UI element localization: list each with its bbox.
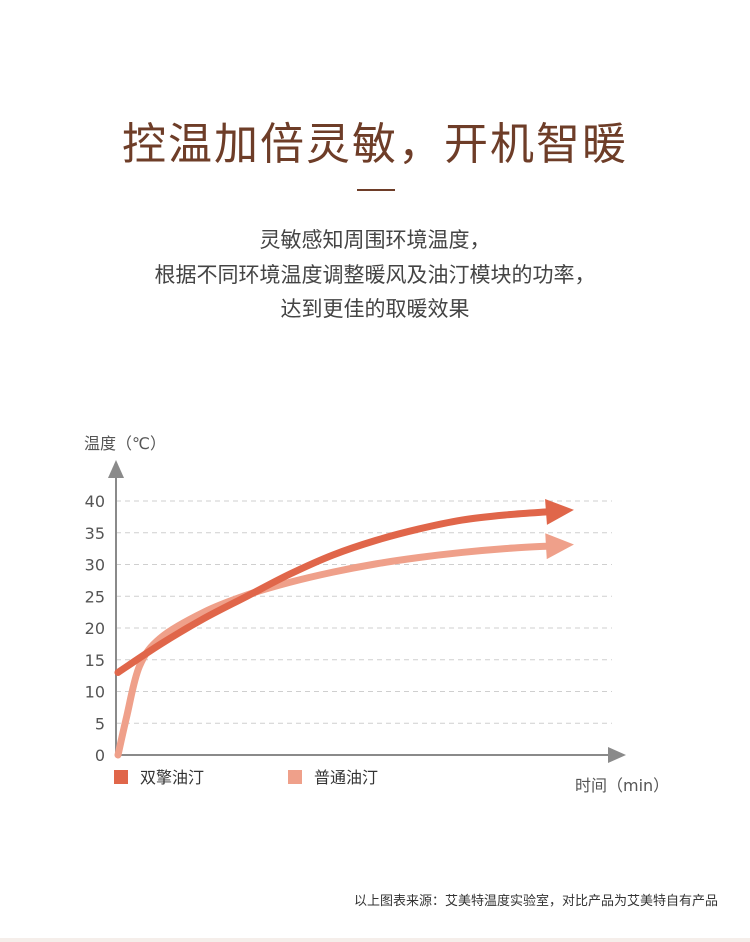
title-divider [357, 189, 395, 191]
y-tick-label: 40 [85, 492, 105, 511]
description-line-3: 达到更佳的取暖效果 [280, 297, 470, 321]
bottom-strip [0, 938, 750, 942]
legend-label-series-1: 双擎油汀 [140, 768, 204, 787]
description-line-1: 灵敏感知周围环境温度， [259, 228, 491, 252]
x-axis-label: 时间（min） [575, 776, 669, 795]
y-tick-label: 0 [95, 746, 105, 765]
series-arrowhead-1 [545, 498, 574, 525]
legend-swatch-series-1 [114, 770, 128, 784]
y-tick-labels: 0 5 10 15 20 25 30 35 40 [85, 492, 105, 765]
series-arrowhead-2 [545, 533, 574, 560]
grid-lines [116, 500, 612, 724]
series-line-2 [114, 542, 552, 759]
y-tick-label: 25 [85, 587, 105, 606]
page-title: 控温加倍灵敏，开机智暖 [122, 119, 628, 170]
description-line-2: 根据不同环境温度调整暖风及油汀模块的功率， [154, 263, 596, 287]
y-tick-label: 35 [85, 524, 105, 543]
y-tick-label: 5 [95, 714, 105, 733]
legend-label-series-2: 普通油汀 [314, 768, 378, 787]
y-tick-label: 15 [85, 651, 105, 670]
y-tick-label: 10 [85, 683, 105, 702]
legend: 双擎油汀 普通油汀 [114, 768, 378, 787]
series-line-1 [114, 508, 552, 676]
legend-swatch-series-2 [288, 770, 302, 784]
y-tick-label: 30 [85, 556, 105, 575]
y-tick-label: 20 [85, 619, 105, 638]
chart-source-note: 以上图表来源：艾美特温度实验室，对比产品为艾美特自有产品 [353, 894, 718, 909]
y-axis-label: 温度（℃） [84, 434, 166, 453]
